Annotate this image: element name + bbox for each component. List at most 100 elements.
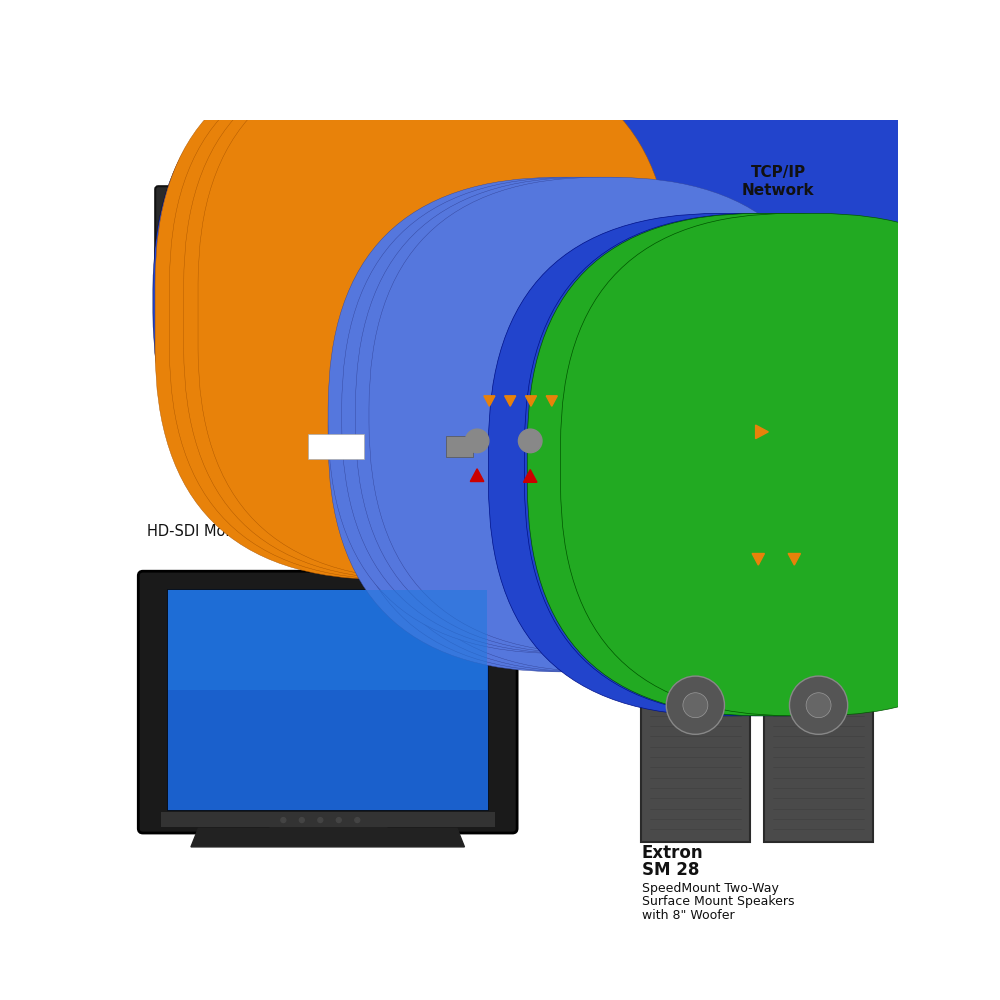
- FancyBboxPatch shape: [153, 58, 626, 544]
- Text: Extron: Extron: [308, 195, 370, 213]
- FancyBboxPatch shape: [355, 177, 829, 654]
- Text: XPA 1002: XPA 1002: [593, 444, 619, 449]
- Text: SDI Audio: SDI Audio: [282, 451, 353, 466]
- FancyBboxPatch shape: [233, 58, 705, 544]
- FancyBboxPatch shape: [592, 200, 605, 218]
- Polygon shape: [546, 396, 557, 406]
- FancyBboxPatch shape: [638, 283, 683, 349]
- FancyBboxPatch shape: [539, 200, 552, 218]
- FancyBboxPatch shape: [458, 58, 931, 544]
- FancyBboxPatch shape: [446, 407, 506, 468]
- FancyBboxPatch shape: [138, 571, 517, 833]
- FancyBboxPatch shape: [555, 405, 616, 470]
- Circle shape: [683, 693, 708, 718]
- FancyBboxPatch shape: [389, 58, 861, 544]
- FancyBboxPatch shape: [424, 58, 896, 544]
- FancyBboxPatch shape: [519, 58, 992, 544]
- Circle shape: [773, 129, 825, 181]
- FancyBboxPatch shape: [416, 411, 441, 435]
- Text: with 8" Woofer: with 8" Woofer: [642, 909, 734, 922]
- Text: Extractor: Extractor: [282, 467, 349, 482]
- FancyBboxPatch shape: [620, 424, 638, 461]
- Circle shape: [742, 123, 799, 181]
- FancyBboxPatch shape: [167, 213, 281, 312]
- FancyBboxPatch shape: [464, 470, 475, 483]
- FancyBboxPatch shape: [552, 200, 565, 218]
- Circle shape: [318, 818, 323, 823]
- Circle shape: [512, 423, 549, 459]
- Text: Audio Power Amplifier: Audio Power Amplifier: [561, 471, 722, 486]
- Circle shape: [221, 302, 226, 307]
- Circle shape: [299, 818, 304, 823]
- Text: LOOP
THROUGH: LOOP THROUGH: [520, 411, 541, 420]
- FancyBboxPatch shape: [499, 200, 512, 218]
- Text: Extron: Extron: [158, 325, 220, 343]
- Circle shape: [178, 225, 184, 232]
- FancyBboxPatch shape: [155, 186, 292, 331]
- Text: Processor: Processor: [301, 332, 371, 347]
- FancyBboxPatch shape: [506, 58, 979, 544]
- Text: SpeedMount Two-Way: SpeedMount Two-Way: [642, 882, 779, 895]
- FancyBboxPatch shape: [369, 177, 843, 654]
- Text: Digital Matrix: Digital Matrix: [301, 317, 399, 332]
- FancyBboxPatch shape: [231, 419, 486, 474]
- Circle shape: [789, 676, 848, 734]
- FancyBboxPatch shape: [411, 58, 883, 544]
- FancyBboxPatch shape: [532, 58, 1000, 544]
- Polygon shape: [191, 828, 464, 847]
- FancyBboxPatch shape: [242, 470, 253, 483]
- Circle shape: [776, 143, 834, 201]
- Polygon shape: [484, 396, 495, 406]
- Circle shape: [720, 137, 782, 199]
- Text: Processor: Processor: [308, 246, 379, 261]
- Polygon shape: [722, 187, 733, 199]
- Circle shape: [229, 225, 236, 232]
- FancyBboxPatch shape: [322, 58, 795, 544]
- FancyBboxPatch shape: [605, 200, 618, 218]
- FancyBboxPatch shape: [427, 192, 465, 248]
- FancyBboxPatch shape: [767, 292, 802, 329]
- FancyBboxPatch shape: [641, 568, 750, 842]
- FancyBboxPatch shape: [342, 177, 815, 654]
- FancyBboxPatch shape: [411, 403, 645, 472]
- Circle shape: [568, 455, 588, 476]
- Polygon shape: [505, 396, 516, 406]
- FancyBboxPatch shape: [245, 58, 718, 544]
- Circle shape: [616, 452, 623, 459]
- FancyBboxPatch shape: [506, 407, 554, 468]
- FancyBboxPatch shape: [342, 276, 822, 356]
- FancyBboxPatch shape: [446, 436, 473, 457]
- Text: TLP 710TV: TLP 710TV: [158, 342, 257, 360]
- Text: Audio: Audio: [806, 522, 839, 535]
- FancyBboxPatch shape: [363, 58, 836, 544]
- Text: 7" TouchLink: 7" TouchLink: [158, 361, 251, 376]
- Text: Extron: Extron: [642, 844, 703, 862]
- FancyBboxPatch shape: [605, 440, 712, 490]
- Text: Extron: Extron: [561, 436, 623, 454]
- FancyBboxPatch shape: [436, 58, 909, 544]
- Circle shape: [547, 329, 559, 342]
- FancyBboxPatch shape: [617, 405, 641, 470]
- Text: HD Media Server: HD Media Server: [274, 464, 397, 479]
- Circle shape: [281, 818, 286, 823]
- Circle shape: [247, 436, 268, 457]
- Text: GROUP
SELECT: GROUP SELECT: [622, 408, 635, 417]
- Text: DMP 64: DMP 64: [301, 298, 372, 316]
- FancyBboxPatch shape: [525, 213, 1000, 716]
- FancyBboxPatch shape: [309, 58, 782, 544]
- FancyBboxPatch shape: [533, 283, 573, 349]
- Text: Touchpanel: Touchpanel: [158, 377, 241, 392]
- Circle shape: [666, 676, 724, 734]
- FancyBboxPatch shape: [412, 404, 446, 471]
- Circle shape: [518, 429, 542, 453]
- FancyBboxPatch shape: [328, 195, 802, 672]
- Text: Multi-rate SDI: Multi-rate SDI: [371, 429, 452, 442]
- FancyBboxPatch shape: [328, 177, 802, 654]
- Text: 3G/HD
SD-SDI: 3G/HD SD-SDI: [469, 411, 483, 420]
- FancyBboxPatch shape: [471, 58, 944, 544]
- FancyBboxPatch shape: [630, 203, 654, 237]
- FancyBboxPatch shape: [686, 283, 731, 349]
- FancyBboxPatch shape: [488, 213, 981, 716]
- Text: DMP 64: DMP 64: [348, 289, 367, 294]
- Polygon shape: [525, 396, 537, 406]
